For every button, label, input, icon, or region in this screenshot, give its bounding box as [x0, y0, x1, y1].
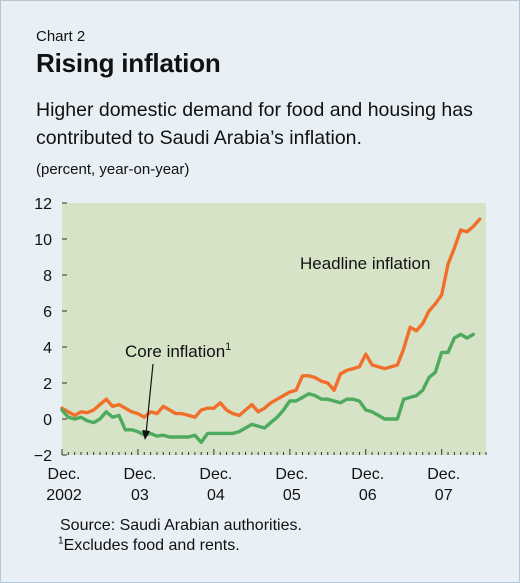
x-tick-label-year: 04 [207, 487, 225, 504]
chart-number: Chart 2 [36, 28, 86, 45]
footnote-mark: 1 [58, 535, 64, 547]
chart-subtitle: Higher domestic demand for food and hous… [36, 99, 473, 149]
x-tick-label-month: Dec. [351, 466, 384, 483]
core-label-arrow [145, 363, 154, 435]
source-note: Source: Saudi Arabian authorities. [60, 517, 302, 534]
x-tick-label-month: Dec. [427, 466, 460, 483]
chart-title: Rising inflation [36, 48, 221, 78]
footnote: 1Excludes food and rents. [58, 535, 240, 555]
x-tick-label-month: Dec. [48, 466, 81, 483]
x-tick-label-month: Dec. [275, 466, 308, 483]
y-tick-label: 2 [43, 376, 52, 393]
core-series-label: Core inflation1 [125, 341, 231, 361]
headline-series-label: Headline inflation [300, 254, 430, 273]
y-axis: −2 0 2 4 6 8 10 12 [34, 196, 67, 465]
y-tick-label: 10 [34, 232, 52, 249]
x-tick-label-year: 03 [131, 487, 149, 504]
series-group [60, 217, 482, 445]
annotations: Headline inflation Core inflation1 [125, 254, 430, 440]
y-tick-label: 4 [43, 340, 52, 357]
x-tick-label-year: 07 [435, 487, 453, 504]
core-label-arrowhead [142, 430, 150, 440]
y-tick-label: 6 [43, 304, 52, 321]
footnote-text: Excludes food and rents. [63, 537, 240, 554]
core-inflation-line [60, 332, 475, 445]
x-tick-label-year: 06 [359, 487, 377, 504]
y-tick-label: −2 [34, 448, 52, 465]
x-tick-label-year: 2002 [46, 487, 82, 504]
x-tick-label-year: 05 [283, 487, 301, 504]
chart-units: (percent, year-on-year) [36, 161, 190, 178]
y-tick-label: 12 [34, 196, 52, 213]
y-tick-label: 0 [43, 412, 52, 429]
x-tick-label-month: Dec. [123, 466, 156, 483]
x-axis: Dec. 2002 Dec. 03 Dec. 04 Dec. 05 Dec. 06 Dec. 07 [46, 449, 487, 504]
plot-area [62, 203, 486, 455]
x-tick-label-month: Dec. [199, 466, 232, 483]
y-tick-label: 8 [43, 268, 52, 285]
headline-inflation-line [60, 217, 482, 419]
